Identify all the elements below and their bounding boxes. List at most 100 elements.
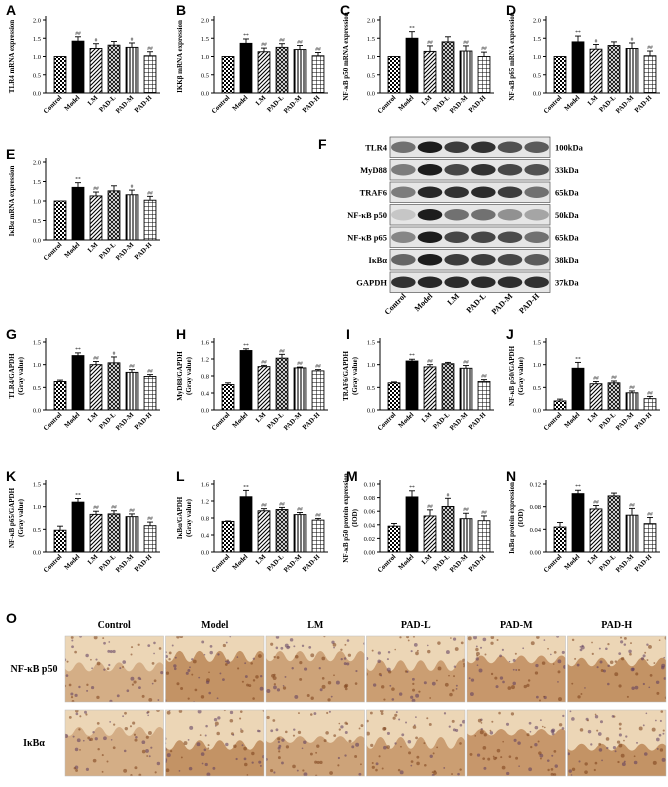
chart-p65-mrna: 0.0 0.5 1.0 1.5 2.0 NF-κB p65 mRNA expression…: [508, 12, 660, 115]
nucleus: [281, 738, 285, 742]
nucleus: [599, 720, 604, 724]
nucleus: [594, 761, 598, 765]
nucleus: [577, 695, 581, 699]
nucleus: [130, 653, 133, 656]
epithelium: [366, 737, 465, 776]
nucleus: [165, 737, 167, 741]
significance-mark: ##: [481, 374, 487, 380]
nucleus: [579, 645, 582, 648]
y-axis-title: NF-κB p65 mRNA expression: [508, 12, 516, 100]
y-axis-title: MyD88/GAPDH: [176, 351, 184, 401]
nucleus: [252, 697, 255, 700]
blot-band: [391, 164, 416, 176]
nucleus: [539, 757, 542, 760]
blot-row: TRAF6 65kDa: [360, 181, 579, 203]
nucleus: [75, 769, 78, 772]
nucleus: [605, 737, 610, 741]
significance-mark: ##: [279, 38, 285, 44]
nucleus: [78, 728, 81, 731]
blot-band: [524, 164, 549, 176]
nucleus: [371, 765, 375, 769]
panel-letter-f: F: [318, 136, 327, 152]
significance-mark: ##: [629, 502, 635, 508]
y-axis-title: NF-κB p50/GAPDH: [508, 345, 516, 406]
nucleus: [266, 757, 268, 761]
y-tick-label: 0.5: [533, 72, 541, 79]
nucleus: [196, 742, 201, 747]
panel-letter-h: H: [176, 326, 187, 342]
nucleus: [587, 729, 592, 734]
nucleus: [109, 699, 113, 702]
nucleus: [452, 637, 457, 641]
nucleus: [580, 693, 583, 695]
y-tick-label: 0.5: [367, 72, 375, 79]
nucleus: [303, 740, 307, 744]
kda-label: 37kDa: [555, 277, 579, 287]
nucleus: [648, 644, 652, 649]
nucleus: [557, 659, 562, 664]
nucleus: [333, 646, 335, 649]
nucleus: [483, 766, 487, 770]
nucleus: [132, 721, 136, 725]
nucleus: [499, 654, 502, 658]
nucleus: [623, 636, 627, 640]
panel-letter-b: B: [176, 2, 187, 18]
nucleus: [321, 656, 326, 661]
nucleus: [258, 760, 262, 764]
nucleus: [607, 664, 610, 668]
nucleus: [129, 725, 133, 728]
nucleus: [243, 746, 247, 751]
nucleus: [408, 751, 412, 755]
nucleus: [512, 658, 516, 662]
nucleus: [513, 738, 517, 742]
nucleus: [410, 760, 414, 763]
panel-letter-j: J: [506, 326, 514, 342]
blot-band: [497, 276, 523, 288]
nucleus: [405, 721, 408, 724]
protein-label: MyD88: [360, 165, 387, 175]
nucleus: [308, 645, 312, 649]
significance-mark: ##: [147, 190, 153, 196]
significance-mark: ##: [147, 516, 153, 522]
nucleus: [138, 686, 141, 690]
nucleus: [638, 726, 643, 731]
nucleus: [416, 649, 419, 652]
bar-control: [53, 56, 67, 94]
nucleus: [232, 733, 235, 736]
nucleus: [148, 755, 151, 758]
nucleus: [273, 685, 277, 690]
nucleus: [550, 729, 555, 734]
epithelium: [65, 662, 164, 702]
nucleus: [475, 657, 479, 661]
blot-band: [497, 254, 523, 266]
nucleus: [618, 743, 623, 748]
nucleus: [371, 762, 374, 765]
y-tick-label: 0.5: [33, 385, 41, 392]
plot-area: 0.0 0.4 0.8 1.2 1.6 IκBα/GAPDH (Gray value) Con…: [176, 480, 328, 574]
x-tick-label: Control: [43, 241, 64, 262]
nucleus: [416, 755, 420, 759]
nucleus: [145, 735, 149, 739]
x-tick-label: Model: [63, 553, 81, 571]
nucleus: [614, 672, 619, 677]
x-tick-label: Model: [563, 94, 581, 112]
nucleus: [243, 757, 247, 761]
x-tick-label: LM: [421, 553, 434, 566]
nucleus: [204, 734, 207, 737]
y-axis-subtitle: (Gray value): [17, 356, 25, 395]
nucleus: [584, 762, 588, 766]
nucleus: [556, 636, 560, 638]
nucleus: [288, 645, 291, 648]
nucleus: [187, 668, 191, 672]
nucleus: [65, 684, 67, 688]
blot-band: [497, 164, 523, 176]
nucleus: [415, 651, 419, 656]
bar-pad-h: [311, 519, 325, 553]
nucleus: [571, 717, 575, 721]
nucleus: [134, 766, 138, 770]
bar-pad-l: [275, 357, 289, 411]
nucleus: [123, 768, 128, 773]
blot-lane-label: Control: [383, 291, 409, 317]
nucleus: [407, 639, 410, 642]
nucleus: [366, 656, 369, 661]
